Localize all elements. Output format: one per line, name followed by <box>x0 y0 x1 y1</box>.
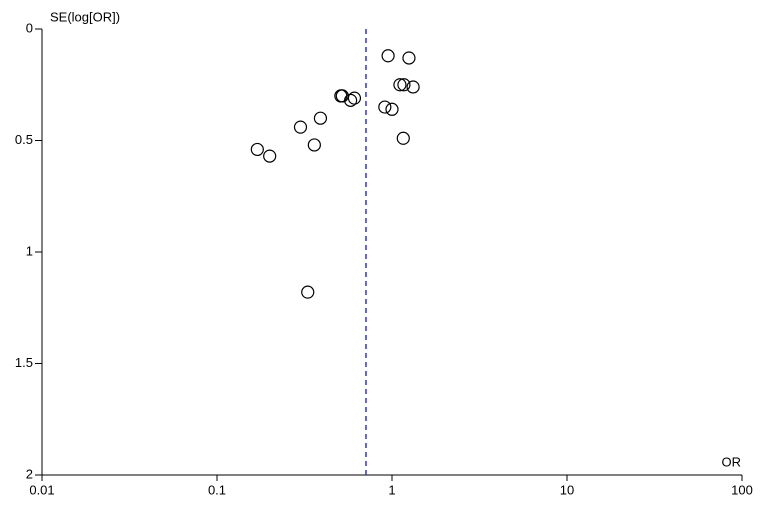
point <box>307 138 321 152</box>
y-tick-label: 1 <box>26 243 33 258</box>
y-tick-label: 2 <box>26 466 33 481</box>
point <box>301 285 315 299</box>
point <box>250 142 264 157</box>
point <box>381 49 395 63</box>
point <box>343 93 358 107</box>
y-tick-label: 0 <box>26 20 33 35</box>
point <box>402 51 416 65</box>
x-tick-label: 0.1 <box>208 482 226 497</box>
point <box>396 131 410 145</box>
x-tick-label: 100 <box>731 482 753 497</box>
x-tick-label: 1 <box>388 482 395 497</box>
point <box>347 91 362 105</box>
point <box>293 120 308 134</box>
x-tick-label: 0.01 <box>29 482 54 497</box>
point <box>397 78 411 92</box>
x-tick-label: 10 <box>560 482 574 497</box>
y-tick-label: 1.5 <box>15 355 33 370</box>
y-tick-label: 0.5 <box>15 132 33 147</box>
x-axis-label: OR <box>722 454 742 469</box>
point <box>313 111 328 125</box>
point <box>378 100 392 114</box>
point <box>406 80 420 94</box>
point <box>263 149 277 163</box>
point <box>385 102 399 116</box>
y-axis-label: SE(log[OR]) <box>50 9 120 24</box>
point <box>393 78 407 92</box>
